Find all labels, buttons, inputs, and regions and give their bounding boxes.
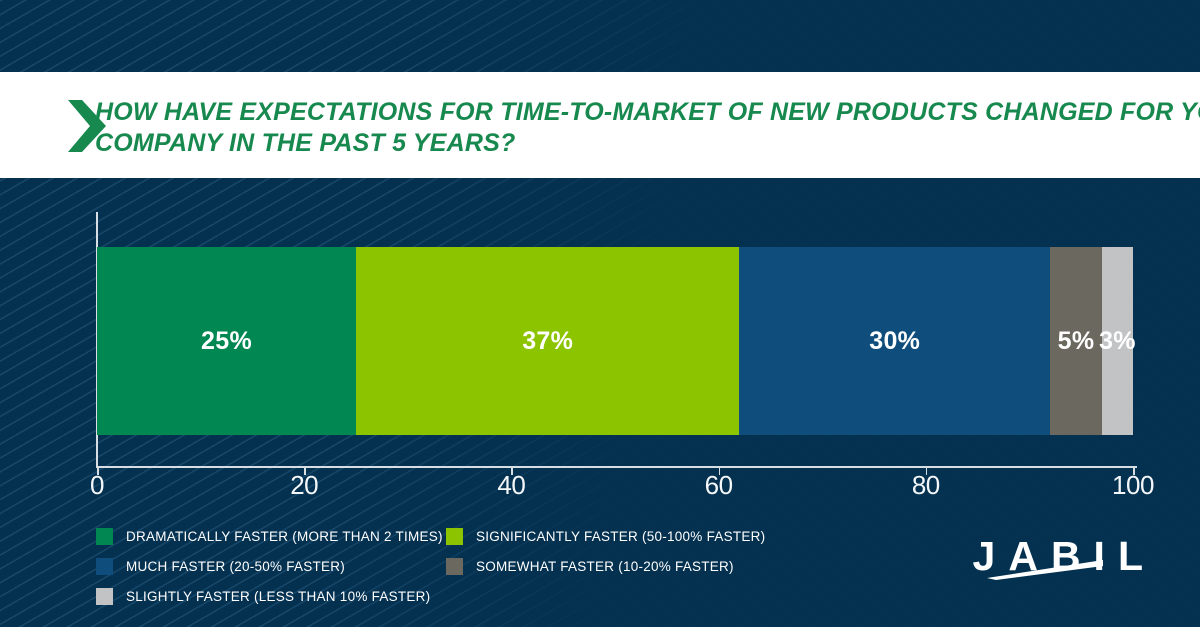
x-axis-tick bbox=[925, 466, 928, 475]
chevron-right-icon bbox=[68, 100, 106, 152]
bar-segment-2: 37% bbox=[356, 247, 740, 435]
x-axis-line bbox=[96, 466, 1137, 468]
bar-segment-value-label: 37% bbox=[522, 326, 574, 355]
legend-item: DRAMATICALLY FASTER (MORE THAN 2 TIMES) bbox=[96, 528, 446, 545]
bar-segment-value-label: 25% bbox=[201, 326, 252, 355]
title-line-1: HOW HAVE EXPECTATIONS FOR TIME-TO-MARKET… bbox=[95, 98, 1200, 126]
legend-swatch-icon bbox=[96, 588, 113, 605]
bar-segment-4: 5% bbox=[1050, 247, 1102, 435]
legend-label: MUCH FASTER (20-50% FASTER) bbox=[126, 559, 346, 574]
x-axis-tick-label: 0 bbox=[90, 470, 104, 500]
legend-label: DRAMATICALLY FASTER (MORE THAN 2 TIMES) bbox=[126, 529, 443, 544]
x-axis-tick bbox=[511, 466, 513, 475]
chart-question-title: HOW HAVE EXPECTATIONS FOR TIME-TO-MARKET… bbox=[95, 97, 1200, 159]
bar-segment-value-label: 3% bbox=[1099, 326, 1136, 355]
legend-swatch-icon bbox=[446, 528, 463, 545]
x-axis-tick bbox=[304, 466, 306, 475]
x-axis-tick-label: 100 bbox=[1112, 470, 1154, 500]
x-axis-tick-label: 60 bbox=[704, 470, 733, 500]
legend-item: MUCH FASTER (20-50% FASTER) bbox=[96, 558, 446, 575]
legend-label: SOMEWHAT FASTER (10-20% FASTER) bbox=[476, 559, 734, 574]
jabil-logo: JABIL bbox=[973, 533, 1156, 583]
x-axis-tick bbox=[1133, 466, 1135, 475]
legend-item: SOMEWHAT FASTER (10-20% FASTER) bbox=[446, 558, 765, 575]
x-axis-tick bbox=[718, 466, 721, 475]
legend-label: SLIGHTLY FASTER (LESS THAN 10% FASTER) bbox=[126, 589, 431, 604]
title-line-2: COMPANY IN THE PAST 5 YEARS? bbox=[95, 129, 516, 157]
x-axis-tick bbox=[97, 466, 99, 475]
y-axis-line bbox=[96, 212, 98, 467]
bar-segment-3: 30% bbox=[739, 247, 1051, 435]
bar-segment-value-label: 30% bbox=[869, 326, 921, 355]
stacked-bar-chart: 25% 37% 30% 5% 3% 0 20 40 60 80 100 bbox=[90, 212, 1154, 512]
bar-segment-value-label: 5% bbox=[1057, 326, 1095, 355]
legend-swatch-icon bbox=[96, 558, 113, 575]
x-axis-tick-label: 80 bbox=[911, 470, 940, 500]
legend-item: SIGNIFICANTLY FASTER (50-100% FASTER) bbox=[446, 528, 765, 545]
x-axis-tick-label: 20 bbox=[290, 470, 319, 500]
jabil-logo-swoosh-icon bbox=[986, 560, 1103, 580]
header-band bbox=[0, 72, 1200, 178]
bar-segment-1: 25% bbox=[97, 247, 356, 435]
bar-segment-5: 3% bbox=[1099, 247, 1136, 435]
legend-swatch-icon bbox=[96, 528, 113, 545]
stacked-bar: 25% 37% 30% 5% 3% bbox=[97, 247, 1136, 435]
legend-label: SIGNIFICANTLY FASTER (50-100% FASTER) bbox=[476, 529, 766, 544]
chart-legend: DRAMATICALLY FASTER (MORE THAN 2 TIMES) S… bbox=[96, 528, 765, 605]
x-axis-tick-label: 40 bbox=[497, 470, 526, 500]
legend-swatch-icon bbox=[446, 558, 463, 575]
legend-item: SLIGHTLY FASTER (LESS THAN 10% FASTER) bbox=[96, 588, 446, 605]
